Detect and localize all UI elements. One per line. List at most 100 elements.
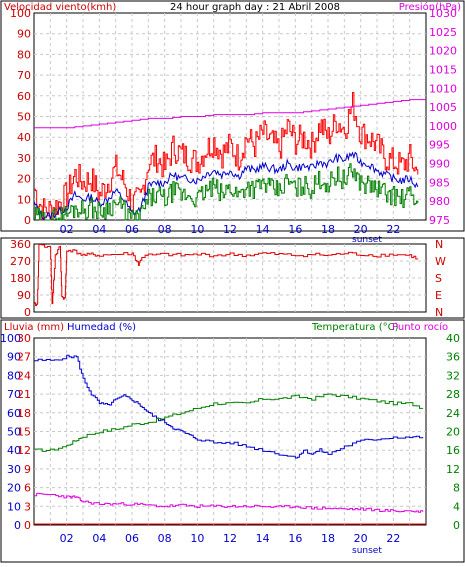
climate-x-tick-label: 02 bbox=[60, 532, 74, 545]
wind-x-tick-label: 10 bbox=[190, 223, 204, 236]
humidity-y-tick-label: 40 bbox=[7, 444, 21, 457]
rain-y-tick-label: 6 bbox=[24, 482, 31, 495]
rain-y-tick-label: 9 bbox=[24, 463, 31, 476]
direction-panel-frame bbox=[0, 237, 465, 319]
wind-series-gust bbox=[34, 92, 419, 221]
wind-y-tick-label: 30 bbox=[17, 152, 31, 165]
humidity-y-tick-label: 80 bbox=[7, 369, 21, 382]
climate-x-tick-label: 14 bbox=[256, 532, 270, 545]
temperature-y-tick-label: 8 bbox=[453, 482, 460, 495]
wind-series-pressure bbox=[34, 99, 426, 129]
rain-y-tick-label: 21 bbox=[17, 388, 31, 401]
rain-y-tick-label: 12 bbox=[17, 444, 31, 457]
climate-x-tick-label: 10 bbox=[190, 532, 204, 545]
rain-label: Lluvia (mm) bbox=[4, 322, 64, 333]
direction-y-tick-label: 90 bbox=[17, 289, 31, 302]
wind-x-tick-label: 22 bbox=[386, 223, 400, 236]
rain-y-tick-label: 15 bbox=[17, 426, 31, 439]
wind-y-tick-label: 10 bbox=[17, 193, 31, 206]
wind-speed-label: Velocidad viento(kmh) bbox=[4, 2, 116, 13]
dewpoint-label: Punto rocío bbox=[392, 321, 448, 333]
wind-y-tick-label: 70 bbox=[17, 69, 31, 82]
wind-x-tick-label: 14 bbox=[256, 223, 270, 236]
direction-y-tick-label: 180 bbox=[10, 272, 31, 285]
pressure-y-tick-label: 1015 bbox=[429, 63, 457, 76]
wind-series-avg bbox=[33, 151, 419, 221]
direction-y-tick-label: 360 bbox=[10, 238, 31, 251]
sunset-label-bottom: sunset bbox=[352, 546, 382, 556]
humidity-y-tick-label: 20 bbox=[7, 482, 21, 495]
pressure-y-tick-label: 1005 bbox=[429, 101, 457, 114]
humidity-y-tick-label: 90 bbox=[7, 351, 21, 364]
pressure-y-tick-label: 1010 bbox=[429, 82, 457, 95]
direction-y-tick-label: 0 bbox=[24, 306, 31, 319]
pressure-y-tick-label: 985 bbox=[429, 176, 450, 189]
climate-x-tick-label: 20 bbox=[354, 532, 368, 545]
wind-x-tick-label: 20 bbox=[354, 223, 368, 236]
humidity-y-tick-label: 60 bbox=[7, 407, 21, 420]
humidity-y-tick-label: 70 bbox=[7, 388, 21, 401]
direction-compass-label: W bbox=[435, 255, 446, 268]
pressure-y-tick-label: 1000 bbox=[429, 120, 457, 133]
pressure-y-tick-label: 980 bbox=[429, 195, 450, 208]
graph-title: 24 hour graph day : 21 Abril 2008 bbox=[170, 2, 340, 13]
temperature-y-tick-label: 40 bbox=[446, 332, 460, 345]
temperature-y-tick-label: 24 bbox=[446, 407, 460, 420]
rain-y-tick-label: 30 bbox=[17, 332, 31, 345]
climate-series-dewpoint bbox=[34, 492, 424, 513]
rain-y-tick-label: 18 bbox=[17, 407, 31, 420]
pressure-y-tick-label: 975 bbox=[429, 214, 450, 227]
temperature-y-tick-label: 28 bbox=[446, 388, 460, 401]
climate-x-tick-label: 22 bbox=[386, 532, 400, 545]
temperature-y-tick-label: 12 bbox=[446, 463, 460, 476]
wind-x-tick-label: 02 bbox=[60, 223, 74, 236]
direction-compass-label: S bbox=[435, 272, 442, 285]
top-panel-frame bbox=[0, 0, 465, 232]
wind-series-min bbox=[34, 163, 419, 221]
wind-y-tick-label: 20 bbox=[17, 173, 31, 186]
rain-y-tick-label: 0 bbox=[24, 519, 31, 532]
temperature-y-tick-label: 0 bbox=[453, 519, 460, 532]
humidity-y-tick-label: 30 bbox=[7, 463, 21, 476]
direction-y-tick-label: 270 bbox=[10, 255, 31, 268]
climate-series-humidity bbox=[34, 354, 424, 459]
bottom-panel-frame bbox=[0, 319, 465, 563]
pressure-y-tick-label: 1030 bbox=[429, 7, 457, 20]
humidity-y-tick-label: 100 bbox=[0, 332, 21, 345]
direction-compass-label: N bbox=[435, 238, 443, 251]
climate-series-temperature bbox=[34, 393, 424, 452]
wind-y-tick-label: 90 bbox=[17, 28, 31, 41]
climate-x-tick-label: 08 bbox=[158, 532, 172, 545]
wind-y-tick-label: 0 bbox=[24, 214, 31, 227]
wind-y-tick-label: 60 bbox=[17, 90, 31, 103]
sunset-label-top: sunset bbox=[352, 235, 382, 245]
temperature-y-tick-label: 36 bbox=[446, 351, 460, 364]
climate-x-tick-label: 04 bbox=[92, 532, 106, 545]
humidity-y-tick-label: 0 bbox=[14, 519, 21, 532]
direction-compass-label: N bbox=[435, 306, 443, 319]
rain-y-tick-label: 27 bbox=[17, 351, 31, 364]
direction-series-line bbox=[34, 244, 419, 307]
wind-y-tick-label: 80 bbox=[17, 48, 31, 61]
climate-x-tick-label: 06 bbox=[125, 532, 139, 545]
humidity-y-tick-label: 50 bbox=[7, 426, 21, 439]
wind-x-tick-label: 16 bbox=[288, 223, 302, 236]
climate-x-tick-label: 16 bbox=[288, 532, 302, 545]
wind-x-tick-label: 06 bbox=[125, 223, 139, 236]
rain-y-tick-label: 3 bbox=[24, 500, 31, 513]
temperature-y-tick-label: 4 bbox=[453, 500, 460, 513]
temperature-y-tick-label: 16 bbox=[446, 444, 460, 457]
wind-y-tick-label: 40 bbox=[17, 131, 31, 144]
pressure-y-tick-label: 1020 bbox=[429, 45, 457, 58]
temperature-y-tick-label: 20 bbox=[446, 426, 460, 439]
pressure-y-tick-label: 990 bbox=[429, 158, 450, 171]
wind-y-tick-label: 50 bbox=[17, 111, 31, 124]
pressure-y-tick-label: 995 bbox=[429, 139, 450, 152]
direction-compass-label: E bbox=[435, 289, 442, 302]
temperature-label: Temperatura (°C) bbox=[311, 322, 399, 333]
humidity-label: Humedad (%) bbox=[67, 322, 136, 333]
temperature-y-tick-label: 32 bbox=[446, 369, 460, 382]
